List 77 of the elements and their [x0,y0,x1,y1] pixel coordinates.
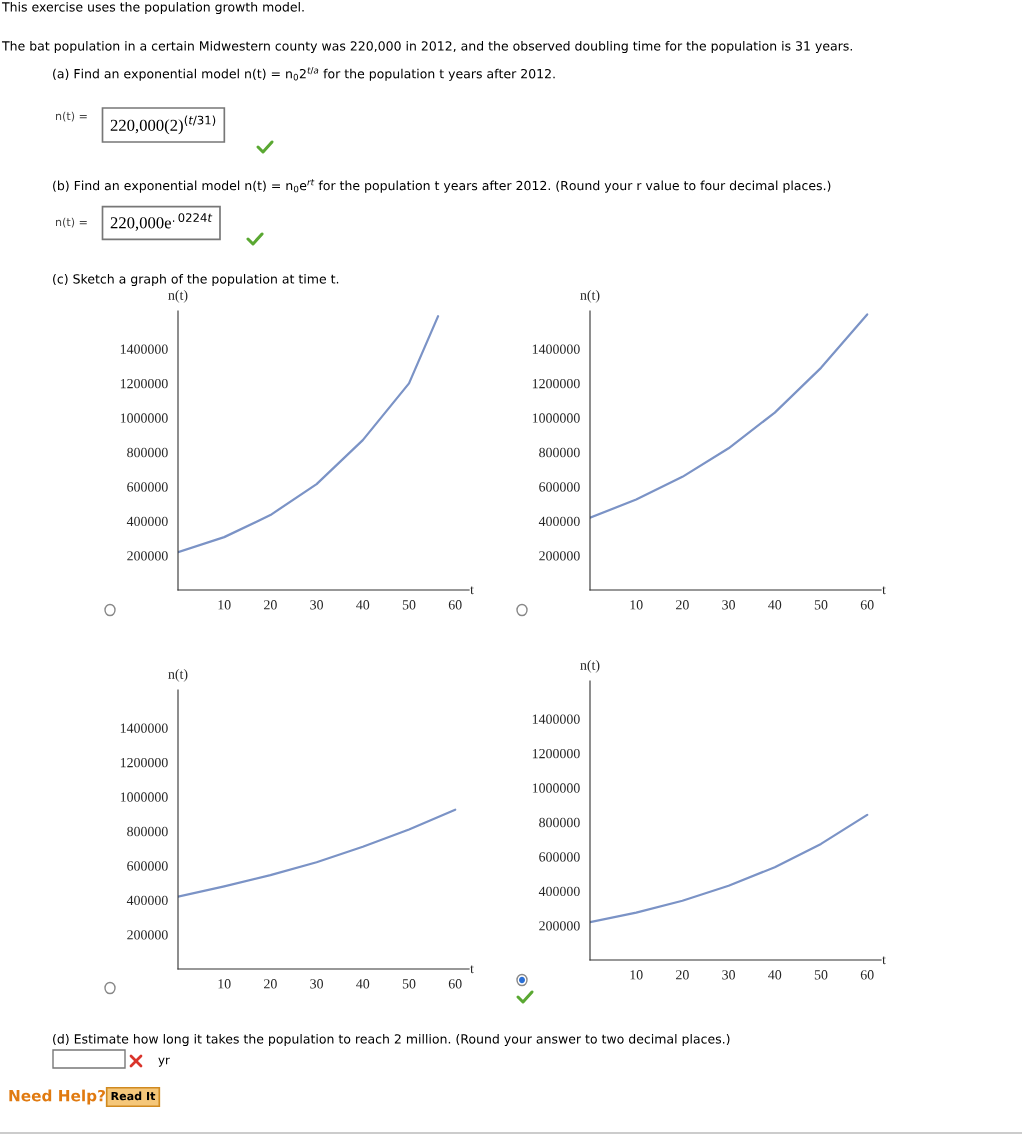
y-tick-label: 800000 [539,447,580,458]
x-tick-label: 10 [218,600,231,610]
x-tick-label: 10 [218,979,231,989]
x-tick-label: 30 [310,979,324,989]
x-axis-title: t [882,956,886,965]
line-series [178,808,457,898]
x-tick-label: 50 [402,600,416,610]
y-tick-label: 600000 [127,861,168,871]
y-tick-label: 1400000 [120,723,168,733]
y-tick-label: 400000 [538,886,580,897]
y-tick-label: 400000 [538,516,580,527]
line-series [178,315,440,554]
y-tick-label: 1200000 [532,378,580,389]
y-tick-label: 600000 [539,852,580,862]
y-axis-title: n(t) [168,669,188,682]
x-axis-title: t [470,586,474,595]
y-tick-label: 800000 [127,447,168,458]
y-tick-label: 200000 [127,930,168,940]
y-tick-label: 200000 [539,551,580,561]
text: The bat population in a certain Midwestern county was 220,000 in 2012, and the observed doubling time for the population is 31 years. [1,40,852,54]
y-tick-label: 1000000 [120,413,168,423]
x-tick-label: 40 [356,979,370,989]
y-tick-label: 1200000 [532,748,580,759]
y-tick-label: 600000 [127,482,168,492]
y-tick-label: 200000 [539,921,580,931]
x-tick-label: 60 [448,979,462,989]
x-axis-title: t [470,965,474,974]
y-tick-label: 1400000 [120,344,168,354]
y-tick-label: 600000 [539,482,580,492]
y-tick-label: 400000 [126,895,168,906]
x-tick-label: 30 [722,600,736,610]
y-tick-label: 800000 [127,826,168,837]
x-tick-label: 60 [860,600,874,610]
line-series [590,813,869,924]
text: (c) Sketch a graph of the population at time t. [53,273,339,287]
x-tick-label: 40 [356,600,370,610]
x-tick-label: 10 [630,600,643,610]
text: yr [158,1057,170,1067]
x-tick-label: 30 [310,600,324,610]
text: Read It [111,1091,156,1101]
text: (d) Estimate how long it takes the population to reach 2 million. (Round your answer to two decimal places.) [53,1033,730,1047]
y-tick-label: 1200000 [120,757,168,768]
text: Need Help? [9,1089,105,1105]
x-tick-label: 50 [814,600,828,610]
y-axis-title: n(t) [580,660,600,673]
x-axis-title: t [882,586,886,595]
y-tick-label: 1400000 [532,714,580,724]
text: This exercise uses the population growth model. [1,1,304,15]
x-tick-label: 10 [630,970,643,980]
y-tick-label: 800000 [539,817,580,828]
y-tick-label: 1000000 [532,413,580,423]
y-axis-title: n(t) [168,290,188,303]
x-tick-label: 30 [722,970,736,980]
text: 220,000e$^{.0224t}$ [110,213,213,231]
y-axis-title: n(t) [580,290,600,303]
text: n(t) = [56,217,87,228]
x-tick-label: 20 [676,970,689,980]
x-tick-label: 50 [814,970,828,980]
x-tick-label: 40 [768,970,782,980]
line-series [590,313,869,519]
x-tick-label: 50 [402,979,416,989]
text: 220,000(2)$^{(t/31)}$ [110,115,216,135]
x-tick-label: 20 [264,979,277,989]
x-tick-label: 40 [768,600,782,610]
text: n(t) = [56,111,87,122]
y-tick-label: 1200000 [120,378,168,389]
text: (a) Find an exponential model n(t) = n$_{0}$2$^{t/a}$ for the population t years after 2012. [53,67,555,81]
text: (b) Find an exponential model n(t) = n$_{0}$e$^{rt}$ for the population t years after 2012. (Round your r value to four decimal places.) [53,179,831,193]
y-tick-label: 1000000 [120,792,168,802]
x-tick-label: 20 [676,600,689,610]
y-tick-label: 200000 [127,551,168,561]
y-tick-label: 1400000 [532,344,580,354]
y-tick-label: 400000 [126,516,168,527]
x-tick-label: 60 [860,970,874,980]
x-tick-label: 20 [264,600,277,610]
x-tick-label: 60 [448,600,462,610]
y-tick-label: 1000000 [532,783,580,793]
